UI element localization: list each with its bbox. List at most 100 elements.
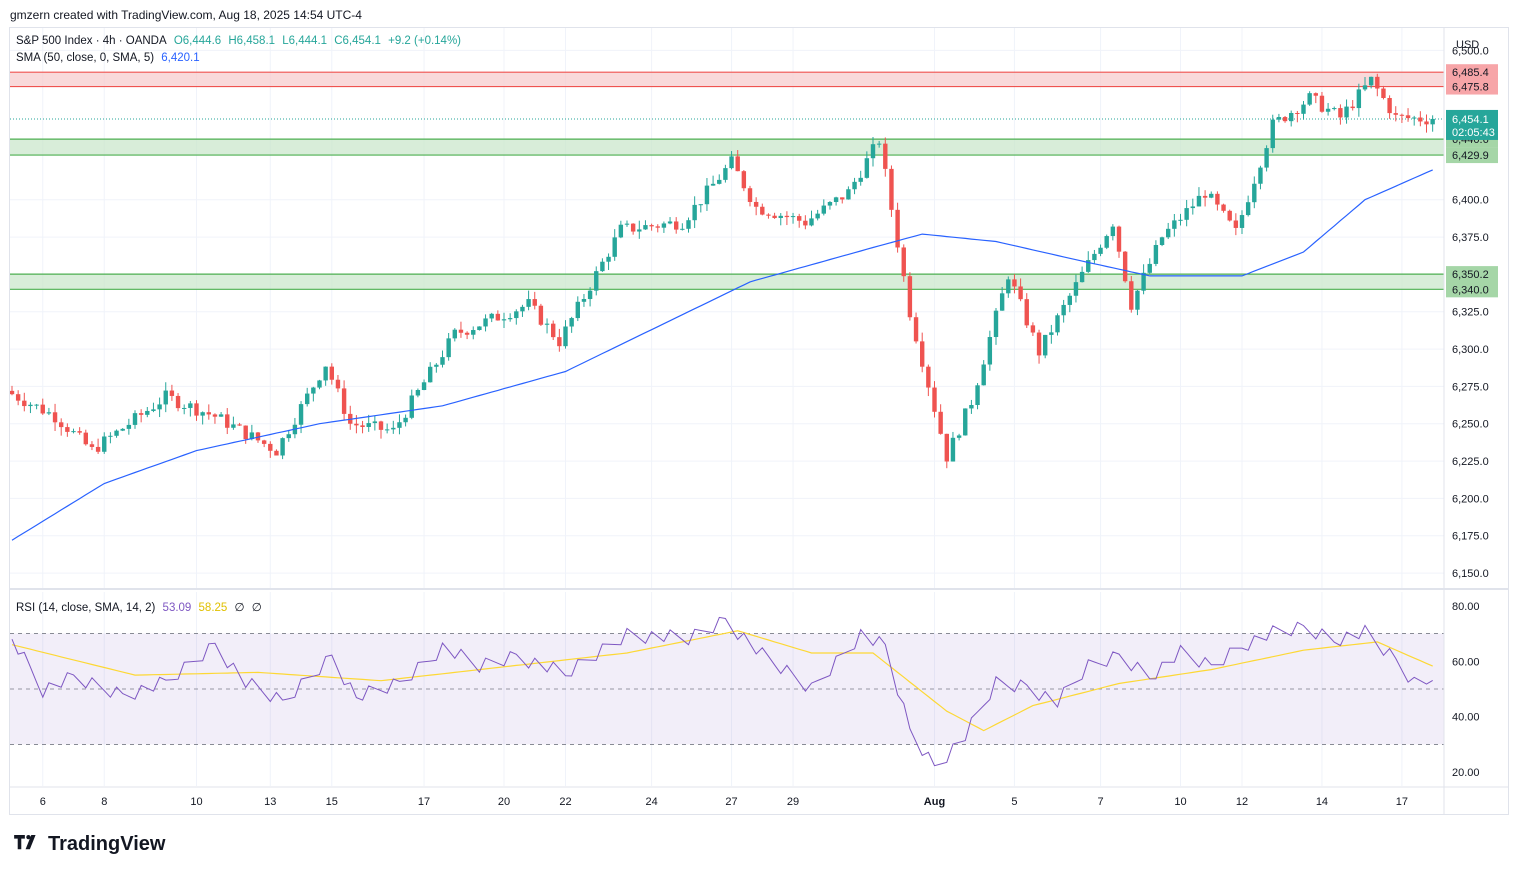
candle-up [1332,108,1337,110]
time-tick-label: 10 [190,796,202,808]
candle-up [1276,117,1282,120]
time-tick-label: 7 [1097,796,1103,808]
price-tag-label: 6,350.2 [1452,269,1489,281]
candle-up [1325,108,1331,112]
candle-down [772,215,777,219]
candle-down [175,395,181,409]
price-tick-label: 6,300.0 [1452,344,1489,356]
symbol-label[interactable]: S&P 500 Index · 4h · OANDA [16,35,167,47]
candle-down [341,388,347,414]
candle-up [999,293,1005,311]
rsi-extra-1: ∅ [234,602,245,614]
candle-up [298,404,304,425]
candle-up [520,306,525,312]
candle-up [397,422,402,428]
sma-value: 6,420.1 [161,52,200,64]
candle-up [624,223,630,225]
candle-up [821,205,826,214]
sma-legend: SMA (50, close, 0, SMA, 5) 6,420.1 [16,52,204,64]
price-tag-bg [1446,281,1498,298]
price-tick-label: 6,500.0 [1452,45,1489,57]
candle-down [1233,220,1239,228]
candle-up [969,405,974,409]
price-tick-label: 6,325.0 [1452,307,1489,319]
price-axis[interactable]: 6,500.0 6,400.0 6,375.0 6,325.0 6,300.0 6,275… [1452,45,1489,580]
candle-down [803,220,808,226]
candle-up [477,326,482,331]
chart-credit: gmzern created with TradingView.com, Aug… [10,8,362,22]
candle-down [913,317,919,342]
candle-up [870,144,876,159]
rsi-tick-label: 60.00 [1452,656,1480,668]
rsi-line [11,616,1433,767]
time-tick-label: 13 [264,796,276,808]
candle-up [126,424,132,429]
candle-up [680,228,685,230]
candle-up [1362,85,1368,90]
time-axis[interactable]: 6 8 10 13 15 17 20 22 24 27 29 Aug 5 7 10 12 14 17 [40,796,1408,808]
rsi-sma-value: 58.25 [198,602,228,614]
candle-up [415,389,421,396]
time-tick-label: 14 [1316,796,1328,808]
candle-down [840,197,845,200]
time-tick-label: 8 [101,796,107,808]
time-tick-label: 17 [1396,796,1408,808]
candle-up [471,330,476,335]
candle-up [1252,183,1257,203]
time-tick-label: 17 [418,796,430,808]
price-tag-bg [1446,64,1498,81]
candle-down [243,425,248,440]
candle-up [864,158,870,178]
rsi-label[interactable]: RSI (14, close, SMA, 14, 2) [16,602,156,614]
candle-up [581,299,587,302]
candle-down [1393,113,1398,115]
candle-up [151,409,156,411]
candle-up [1067,295,1072,305]
candle-up [1412,117,1417,119]
candle-up [305,393,310,405]
candle-up [1178,219,1183,221]
candle-down [1030,325,1036,333]
candle-up [858,177,863,182]
chart-frame[interactable] [9,27,1509,815]
price-tag-bg [1446,266,1498,283]
candle-down [1202,195,1208,198]
candle-up [1147,263,1152,273]
candle-down [458,329,464,333]
candle-down [329,366,334,380]
candle-down [1375,76,1380,89]
sma-label[interactable]: SMA (50, close, 0, SMA, 5) [16,52,155,64]
candle-up [1043,334,1048,356]
candle-up [987,337,993,365]
current-price-tag [1446,109,1498,140]
candle-down [649,225,654,227]
candle-up [723,168,728,180]
tradingview-brand[interactable]: TradingView [12,833,165,856]
candle-down [926,366,931,388]
candle-up [833,197,839,203]
candle-up [1368,76,1374,86]
candle-up [311,387,316,394]
price-tag-bg [1446,78,1498,95]
currency-label[interactable]: USD [1456,39,1479,51]
candle-down [1036,332,1042,356]
candle-down [10,390,15,395]
candle-down [630,223,636,232]
price-tags: 6,485.46,475.86,440.66,429.96,350.26,340… [1446,64,1498,298]
support-zone [10,274,1444,290]
candle-up [704,185,710,205]
rsi-axis[interactable]: 80.00 60.00 40.00 20.00 [1452,601,1480,779]
time-tick-label: 29 [787,796,799,808]
candle-up [575,301,580,319]
candle-up [249,432,255,440]
candle-up [1264,148,1269,168]
candle-up [514,311,519,319]
candle-up [1049,332,1054,335]
candle-up [612,237,617,257]
candle-up [71,431,76,433]
candle-up [384,429,390,431]
candle-up [1153,244,1159,264]
candle-down [901,247,906,277]
candle-up [618,224,624,238]
